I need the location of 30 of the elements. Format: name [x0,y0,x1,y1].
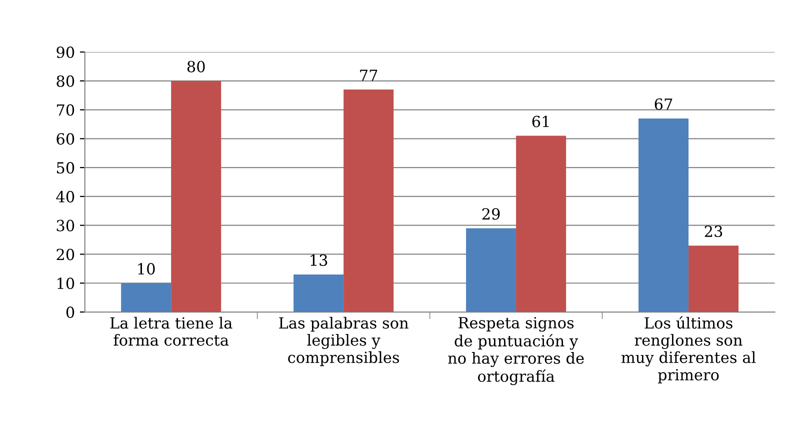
y-tick-label: 60 [56,133,74,145]
x-tick-label: Las palabras son legibles y comprensibles [279,316,408,366]
bar [516,136,566,312]
bar [171,80,222,312]
x-tick-label: Los últimos renglones son muy diferentes al primero [621,316,756,384]
y-tick-label: 70 [56,104,74,116]
data-label: 77 [360,70,378,81]
bar [638,118,689,312]
data-label: 61 [532,116,549,128]
bar [121,283,172,312]
y-tick-label: 40 [56,190,74,202]
bar [294,274,344,312]
bar [688,246,739,312]
y-tick-label: 20 [56,248,74,260]
data-label: 80 [187,60,205,72]
data-label: 29 [482,208,500,220]
y-tick-label: 90 [56,46,74,58]
y-tick-label: 50 [56,162,74,174]
y-tick-label: 30 [56,220,74,232]
y-tick-label: 10 [58,278,74,290]
y-tick-label: 80 [56,75,74,87]
x-tick-label: Respeta signos de puntuación y no hay errores de ortografía [448,317,584,386]
bar [344,90,394,312]
data-label: 13 [310,254,328,266]
data-label: 10 [138,263,155,275]
data-label: 67 [654,98,672,110]
y-tick-label: 0 [66,306,74,318]
data-label: 23 [704,226,722,238]
x-tick-label: La letra tiene la forma correcta [110,316,232,346]
bar [466,228,516,312]
